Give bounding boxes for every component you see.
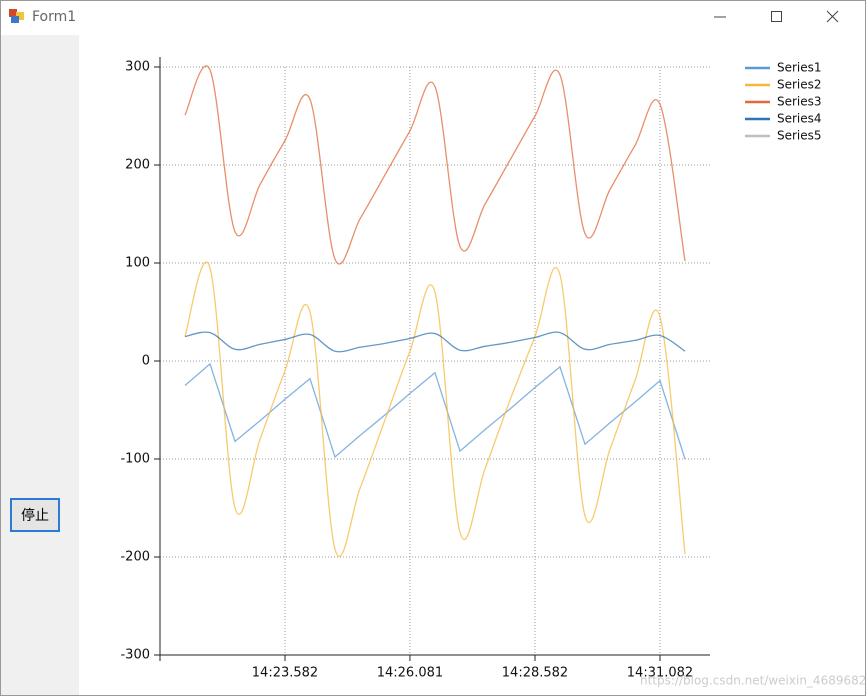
legend-label: Series2 xyxy=(777,78,822,92)
y-tick-label: 0 xyxy=(142,354,150,369)
x-tick-label: 14:26.081 xyxy=(377,666,443,681)
legend-label: Series4 xyxy=(777,112,822,126)
close-button[interactable] xyxy=(826,10,839,23)
y-tick-label: 200 xyxy=(125,158,150,173)
left-panel xyxy=(1,35,79,695)
series-line xyxy=(184,362,686,460)
app-icon xyxy=(9,9,24,23)
x-tick-label: 14:23.582 xyxy=(252,666,318,681)
x-tick-label: 14:31.082 xyxy=(627,666,693,681)
stop-button[interactable]: 停止 xyxy=(10,498,60,532)
series-line xyxy=(184,331,686,353)
y-tick-label: -200 xyxy=(120,550,150,565)
legend-label: Series5 xyxy=(777,129,822,143)
x-tick-label: 14:28.582 xyxy=(502,666,568,681)
y-tick-label: 100 xyxy=(125,256,150,271)
series-line xyxy=(184,65,686,265)
series-line xyxy=(184,261,686,558)
window-title: Form1 xyxy=(32,9,76,25)
legend-label: Series3 xyxy=(777,95,822,109)
legend-label: Series1 xyxy=(777,61,822,75)
y-tick-label: -300 xyxy=(120,648,150,663)
y-tick-label: 300 xyxy=(125,60,150,75)
y-tick-label: -100 xyxy=(120,452,150,467)
maximize-button[interactable] xyxy=(771,11,782,22)
watermark: https://blog.csdn.net/weixin_46896823 xyxy=(640,674,867,688)
